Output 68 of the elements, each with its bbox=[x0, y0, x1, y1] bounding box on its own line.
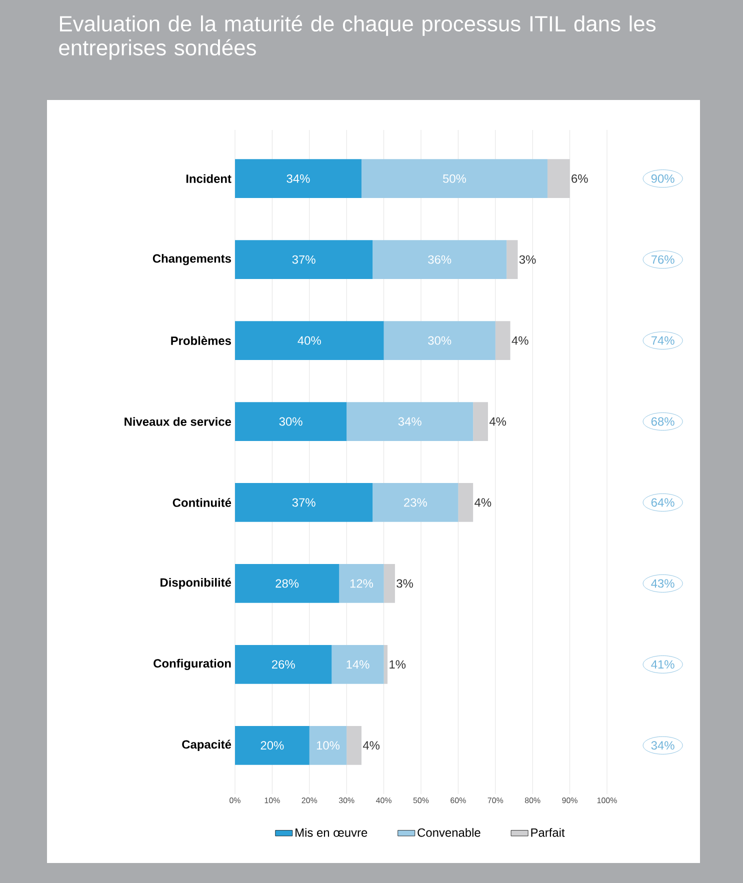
bar bbox=[361, 159, 548, 198]
bar bbox=[346, 726, 362, 765]
bar bbox=[235, 159, 362, 198]
bar bbox=[235, 564, 340, 603]
data-label: 50% bbox=[443, 174, 466, 183]
bar bbox=[235, 726, 310, 765]
data-label: 23% bbox=[404, 498, 427, 507]
legend-label: Convenable bbox=[418, 828, 480, 837]
text: 41% bbox=[651, 660, 674, 669]
data-label: 20% bbox=[260, 741, 284, 750]
text: 74% bbox=[651, 336, 674, 345]
chart-title: Evaluation de la maturité de chaque processus ITIL dans les entreprises sondées bbox=[59, 15, 656, 60]
bar bbox=[547, 159, 570, 198]
text: 43% bbox=[651, 579, 674, 588]
y-tick-label: Capacité bbox=[182, 740, 232, 752]
bar bbox=[235, 240, 373, 279]
data-label: 4% bbox=[474, 498, 492, 507]
bar bbox=[339, 564, 384, 603]
data-label: 4% bbox=[489, 417, 506, 426]
y-tick-label: Problèmes bbox=[171, 336, 231, 345]
text: 90% bbox=[651, 174, 674, 183]
bar bbox=[384, 321, 496, 360]
data-label: 28% bbox=[276, 579, 299, 588]
bar bbox=[372, 240, 507, 279]
y-tick-label: Configuration bbox=[154, 658, 231, 670]
bar bbox=[372, 483, 458, 522]
bar bbox=[235, 321, 384, 360]
bar bbox=[384, 645, 388, 684]
data-label: 4% bbox=[362, 741, 380, 750]
data-label: 12% bbox=[350, 579, 374, 588]
data-label: 26% bbox=[272, 660, 295, 669]
y-tick-label: Incident bbox=[186, 174, 232, 183]
data-label: 34% bbox=[398, 417, 422, 426]
data-label: 34% bbox=[286, 174, 310, 183]
y-tick-label: Continuité bbox=[172, 498, 232, 507]
y-tick-label: Niveaux de service bbox=[124, 417, 232, 426]
bar bbox=[332, 645, 384, 684]
bar bbox=[506, 240, 518, 279]
data-label: 1% bbox=[390, 660, 406, 669]
data-label: 36% bbox=[428, 255, 452, 264]
bar bbox=[473, 402, 488, 441]
data-label: 3% bbox=[519, 255, 536, 264]
text: 64% bbox=[651, 498, 674, 507]
text: 34% bbox=[651, 741, 674, 750]
bar bbox=[495, 321, 510, 360]
bar bbox=[458, 483, 474, 522]
data-label: 10% bbox=[316, 741, 340, 750]
data-label: 30% bbox=[279, 417, 302, 426]
text: 76% bbox=[651, 255, 674, 264]
y-tick-label: Changements bbox=[152, 254, 231, 266]
data-label: 37% bbox=[292, 498, 316, 507]
y-tick-label: Disponibilité bbox=[160, 578, 232, 590]
data-label: 3% bbox=[396, 579, 414, 588]
data-label: 30% bbox=[428, 336, 452, 345]
data-label: 40% bbox=[298, 336, 321, 345]
bar bbox=[384, 564, 395, 603]
data-label: 4% bbox=[512, 336, 528, 345]
text: 68% bbox=[651, 417, 674, 426]
data-label: 6% bbox=[572, 174, 588, 183]
bar bbox=[309, 726, 347, 765]
bar bbox=[235, 645, 332, 684]
legend-label: Parfait bbox=[531, 828, 565, 837]
data-label: 37% bbox=[292, 255, 316, 264]
bar bbox=[235, 483, 373, 522]
bar bbox=[235, 402, 347, 441]
data-label: 14% bbox=[346, 660, 370, 669]
legend-label: Mis en œuvre bbox=[296, 828, 368, 837]
bar bbox=[346, 402, 474, 441]
